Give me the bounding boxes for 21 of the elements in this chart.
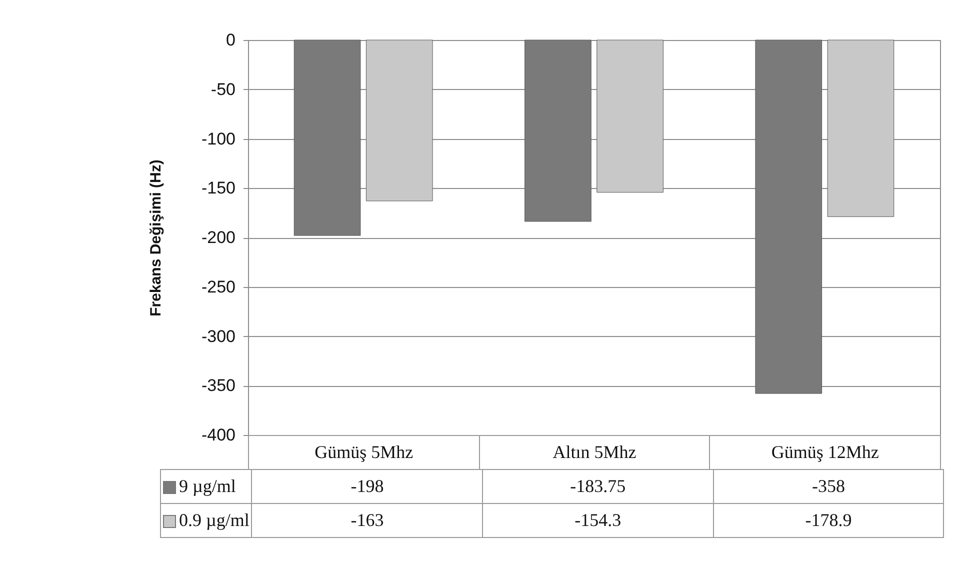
data-label: -178.9 — [713, 504, 944, 538]
data-label: -358 — [713, 470, 944, 504]
x-tick-label: Gümüş 12Mhz — [710, 436, 940, 470]
legend-label: 0.9 µg/ml — [160, 504, 252, 538]
data-label: -154.3 — [482, 504, 714, 538]
y-tick-label: -400 — [201, 426, 236, 444]
data-label: -198 — [252, 470, 483, 504]
y-tick-label: -100 — [201, 129, 236, 148]
data-label: -183.75 — [482, 470, 714, 504]
y-tick-label: -350 — [201, 376, 236, 396]
y-tick-label: -50 — [210, 80, 236, 99]
y-tick-label: -300 — [201, 326, 236, 346]
y-tick-label: -200 — [201, 228, 236, 247]
x-tick-label: Altın 5Mhz — [479, 436, 710, 470]
y-tick-label: -250 — [201, 277, 236, 296]
x-tick-label: Gümüş 5Mhz — [248, 436, 480, 470]
y-tick-label: -150 — [201, 178, 236, 198]
legend-label: 9 µg/ml — [160, 470, 252, 504]
data-label: -163 — [252, 504, 483, 538]
y-tick-label: 0 — [226, 30, 236, 50]
y-axis-title: Frekans Değişimi (Hz) — [147, 160, 164, 316]
